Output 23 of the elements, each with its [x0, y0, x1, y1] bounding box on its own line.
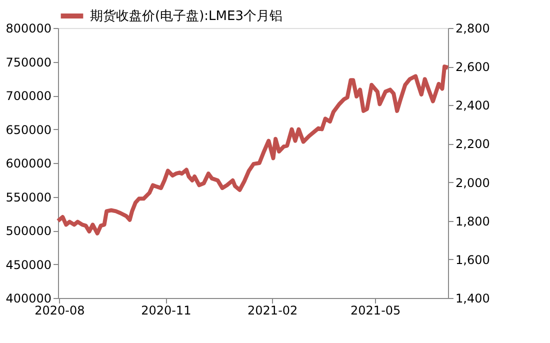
- y-tick-label: 600000: [6, 156, 52, 170]
- y2-tick-label: 2,400: [456, 98, 490, 113]
- y-tick-label: 700000: [6, 89, 52, 103]
- x-tick-label: 2021-05: [350, 304, 401, 318]
- x-tick-label: 2021-02: [248, 304, 298, 318]
- y-tick-label: 400000: [6, 292, 52, 306]
- y2-tick-label: 1,600: [456, 252, 490, 267]
- y-tick-label: 450000: [6, 258, 52, 272]
- x-tick-label: 2020-08: [34, 304, 85, 318]
- y-tick-label: 550000: [6, 190, 52, 204]
- x-tick-label: 2020-11: [141, 304, 192, 318]
- y-tick-label: 650000: [6, 122, 52, 137]
- y2-tick-label: 2,200: [456, 137, 490, 152]
- y2-tick-label: 2,000: [456, 176, 490, 190]
- y2-tick-label: 2,800: [456, 22, 490, 36]
- y-tick-label: 800000: [6, 22, 52, 36]
- y2-tick-label: 1,800: [456, 214, 490, 228]
- legend-label: 期货收盘价(电子盘):LME3个月铝: [90, 9, 282, 24]
- y2-tick-label: 2,600: [456, 60, 490, 74]
- y-tick-label: 750000: [6, 55, 52, 70]
- y-tick-label: 500000: [6, 224, 52, 238]
- line-series: [56, 64, 450, 236]
- y2-tick-label: 1,400: [456, 292, 490, 306]
